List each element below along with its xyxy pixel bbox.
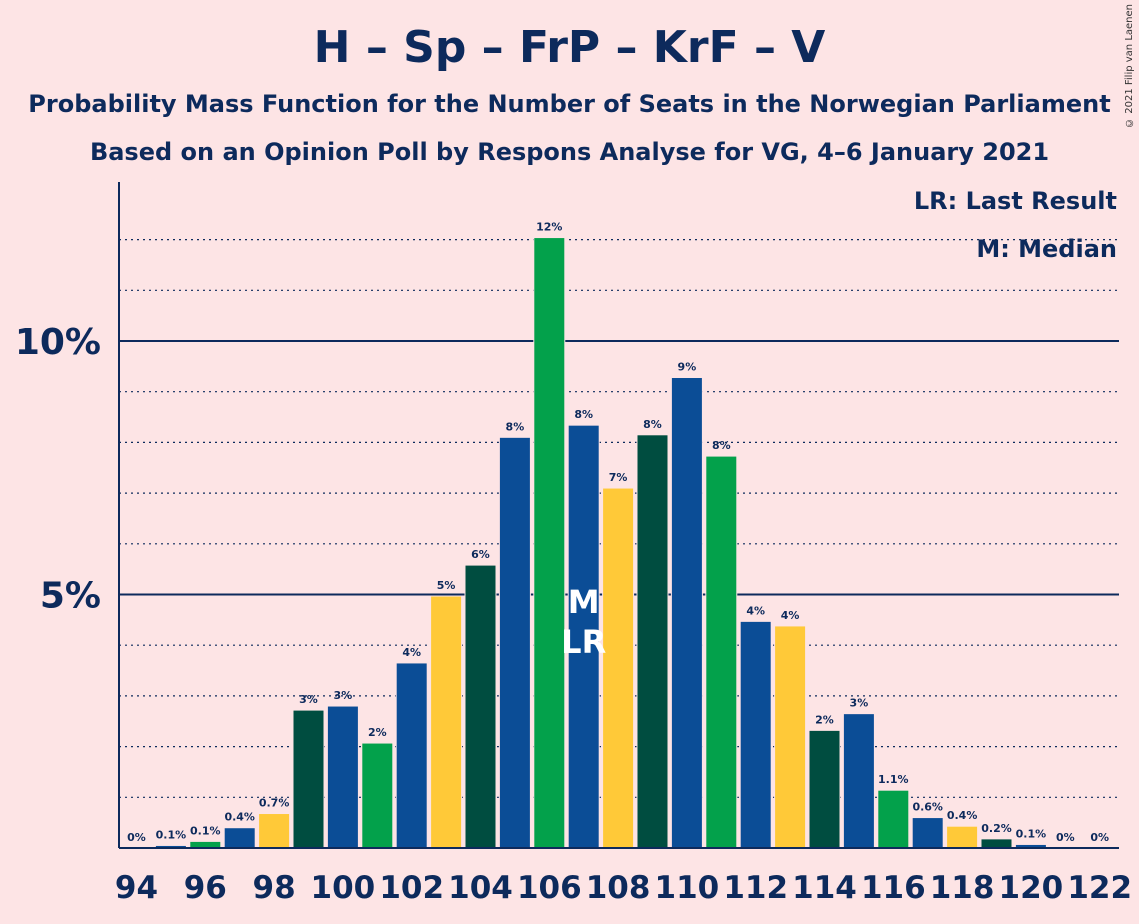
bar-value-labels: 0% 0.1% 0.1%0.4%0.7%3% 3%2%4%5%6%8%12%8%7%8… bbox=[127, 221, 1109, 844]
x-tick-label: 96 bbox=[184, 870, 227, 906]
bar-seats-119 bbox=[980, 838, 1013, 849]
x-tick-label: 108 bbox=[586, 870, 651, 906]
bar-label-seats-114: 2% bbox=[815, 713, 834, 726]
bar-label-seats-112: 4% bbox=[746, 604, 765, 617]
x-tick-label: 106 bbox=[517, 870, 582, 906]
bar-label-seats-111: 8% bbox=[712, 439, 731, 452]
legend-median: M: Median bbox=[976, 235, 1117, 263]
bar-seats-99 bbox=[292, 709, 325, 849]
x-tick-label: 122 bbox=[1067, 870, 1132, 906]
bar-seats-106 bbox=[533, 237, 566, 849]
bar-label-seats-113: 4% bbox=[781, 609, 800, 622]
x-tick-label: 118 bbox=[930, 870, 995, 906]
bar-label-seats-101: 2% bbox=[368, 726, 387, 739]
x-tick-label: 102 bbox=[379, 870, 444, 906]
bar-seats-101 bbox=[361, 742, 394, 849]
bar-seats-113 bbox=[774, 625, 807, 849]
bar-label-seats-109: 8% bbox=[643, 418, 662, 431]
x-tick-label: 98 bbox=[253, 870, 296, 906]
bar-seats-111 bbox=[705, 455, 738, 849]
chart-subtitle-poll: Based on an Opinion Poll by Respons Anal… bbox=[89, 138, 1050, 166]
last-result-marker: LR bbox=[561, 623, 606, 661]
bar-seats-97 bbox=[223, 827, 256, 849]
bar-seats-100 bbox=[326, 705, 359, 849]
x-tick-label: 110 bbox=[655, 870, 720, 906]
bar-label-seats-100: 3% bbox=[334, 689, 353, 702]
y-axis-ticks: 5% 10% bbox=[15, 322, 101, 617]
bar-label-seats-119: 0.2% bbox=[981, 822, 1012, 835]
bars bbox=[154, 237, 1047, 849]
y-tick-label: 10% bbox=[15, 322, 101, 363]
x-tick-label: 114 bbox=[792, 870, 857, 906]
bar-seats-109 bbox=[636, 434, 669, 849]
bar-label-seats-115: 3% bbox=[850, 697, 869, 710]
x-tick-label: 116 bbox=[861, 870, 926, 906]
bar-label-seats-106: 12% bbox=[536, 221, 562, 234]
y-tick-label: 5% bbox=[40, 576, 101, 617]
chart-subtitle: Probability Mass Function for the Number… bbox=[28, 90, 1111, 118]
bar-label-seats-105: 8% bbox=[506, 420, 525, 433]
legend-last-result: LR: Last Result bbox=[914, 187, 1117, 215]
bar-label-seats-96: 0.1% bbox=[190, 824, 221, 837]
median-last-result-markers: MLR bbox=[561, 583, 606, 661]
bar-label-seats-98: 0.7% bbox=[259, 797, 290, 810]
bar-seats-114 bbox=[808, 729, 841, 849]
bar-seats-102 bbox=[395, 662, 428, 849]
x-tick-label: 94 bbox=[115, 870, 158, 906]
bar-seats-118 bbox=[946, 825, 979, 849]
bar-label-seats-99: 3% bbox=[299, 693, 318, 706]
bar-label-seats-102: 4% bbox=[402, 646, 421, 659]
bar-label-seats-104: 6% bbox=[471, 548, 490, 561]
bar-label-seats-118: 0.4% bbox=[947, 809, 978, 822]
bar-seats-115 bbox=[842, 713, 875, 849]
bar-label-seats-108: 7% bbox=[609, 471, 628, 484]
bar-seats-108 bbox=[602, 487, 635, 849]
bar-seats-103 bbox=[430, 595, 463, 849]
bar-seats-112 bbox=[739, 620, 772, 849]
bar-label-seats-94: 0% bbox=[127, 831, 146, 844]
bar-label-seats-121: 0% bbox=[1056, 831, 1075, 844]
bar-label-seats-120: 0.1% bbox=[1016, 827, 1047, 840]
bar-label-seats-117: 0.6% bbox=[912, 801, 943, 814]
x-tick-label: 120 bbox=[999, 870, 1064, 906]
bar-seats-105 bbox=[498, 436, 531, 849]
bar-label-seats-107: 8% bbox=[574, 408, 593, 421]
bar-label-seats-122: 0% bbox=[1090, 831, 1109, 844]
bar-label-seats-103: 5% bbox=[437, 579, 456, 592]
bar-label-seats-110: 9% bbox=[678, 361, 697, 374]
bar-seats-110 bbox=[670, 377, 703, 849]
x-tick-label: 100 bbox=[311, 870, 376, 906]
chart-title: H – Sp – FrP – KrF – V bbox=[313, 22, 826, 73]
x-tick-label: 112 bbox=[723, 870, 788, 906]
x-tick-label: 104 bbox=[448, 870, 513, 906]
x-axis-ticks: 94 96 98 100 102 104 106 108 110 112 114 116 118 120 1… bbox=[115, 870, 1132, 906]
bar-seats-116 bbox=[877, 789, 910, 849]
bar-label-seats-95: 0.1% bbox=[156, 828, 187, 841]
median-marker: M bbox=[568, 583, 600, 621]
bar-seats-104 bbox=[464, 564, 497, 849]
bar-seats-117 bbox=[911, 817, 944, 849]
bar-label-seats-97: 0.4% bbox=[224, 811, 255, 824]
bar-seats-98 bbox=[258, 813, 291, 849]
bar-label-seats-116: 1.1% bbox=[878, 773, 909, 786]
